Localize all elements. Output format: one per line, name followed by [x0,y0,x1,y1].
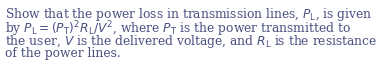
Text: by $P_\mathrm{L} = (P_\mathrm{T})^2 R_\mathrm{L}/V^2$, where $P_\mathrm{T}$ is t: by $P_\mathrm{L} = (P_\mathrm{T})^2 R_\m… [5,20,351,39]
Text: of the power lines.: of the power lines. [5,46,121,60]
Text: the user, $V$ is the delivered voltage, and $R_\mathrm{L}$ is the resistance: the user, $V$ is the delivered voltage, … [5,33,377,50]
Text: Show that the power loss in transmission lines, $P_\mathrm{L}$, is given: Show that the power loss in transmission… [5,6,373,23]
